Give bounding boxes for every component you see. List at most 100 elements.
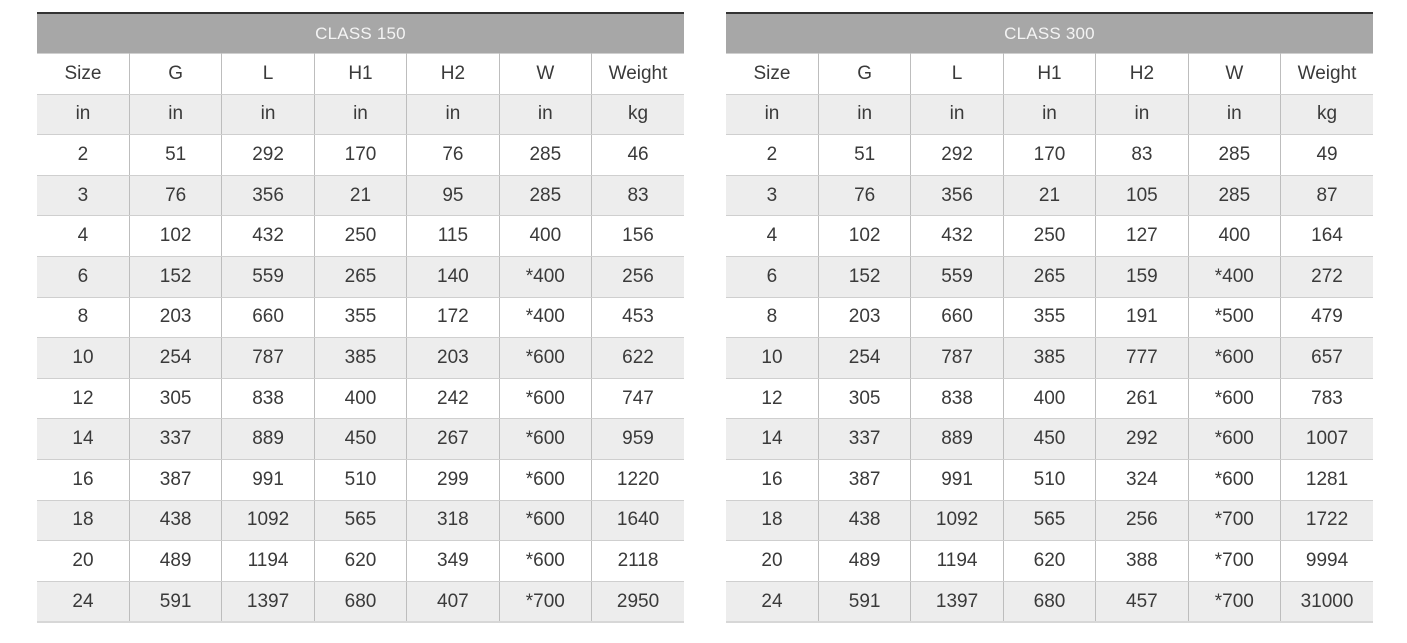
table-cell: 355	[1003, 297, 1097, 339]
table-cell: 285	[499, 134, 593, 176]
table-cell: 191	[1095, 297, 1189, 339]
table-cell: 324	[1095, 459, 1189, 501]
table-cell: 76	[406, 134, 500, 176]
table-row: 8 203 660 355 191 *500 479	[726, 297, 1373, 339]
table-row: 3 76 356 21 105 285 87	[726, 175, 1373, 217]
table-cell: 51	[818, 134, 912, 176]
column-header-row: Size G L H1 H2 W Weight	[37, 53, 684, 95]
table-title: CLASS 150	[37, 13, 684, 54]
table-cell: 250	[1003, 215, 1097, 257]
table-cell: 400	[1003, 378, 1097, 420]
table-cell: 46	[591, 134, 684, 176]
table-cell: 591	[129, 581, 223, 624]
table-cell: 256	[1095, 500, 1189, 542]
table-cell: 489	[129, 540, 223, 582]
unit-row: in in in in in in kg	[37, 94, 684, 136]
table-cell: in	[1188, 94, 1282, 136]
table-cell: in	[1095, 94, 1189, 136]
table-cell: in	[406, 94, 500, 136]
table-cell: 1220	[591, 459, 684, 501]
table-cell: 12	[37, 378, 130, 420]
dimensions-table-class-150: CLASS 150 Size G L H1 H2 W Weight in in in in in in k…	[37, 12, 684, 624]
table-cell: 250	[314, 215, 408, 257]
table-cell: 337	[129, 418, 223, 460]
table-cell: *600	[499, 500, 593, 542]
table-cell: 479	[1280, 297, 1373, 339]
table-cell: 10	[726, 337, 819, 379]
table-cell: 1194	[221, 540, 315, 582]
table-cell: *600	[499, 378, 593, 420]
table-row: 2 51 292 170 83 285 49	[726, 134, 1373, 176]
table-cell: 387	[129, 459, 223, 501]
table-row: 6 152 559 265 159 *400 272	[726, 256, 1373, 298]
table-cell: 76	[129, 175, 223, 217]
table-cell: in	[314, 94, 408, 136]
table-cell: Size	[726, 53, 819, 95]
table-cell: 620	[1003, 540, 1097, 582]
table-cell: 660	[910, 297, 1004, 339]
table-cell: 31000	[1280, 581, 1373, 624]
table-cell: 203	[129, 297, 223, 339]
table-cell: 838	[221, 378, 315, 420]
table-cell: 385	[1003, 337, 1097, 379]
table-cell: 83	[1095, 134, 1189, 176]
table-cell: 450	[314, 418, 408, 460]
table-cell: 172	[406, 297, 500, 339]
table-cell: L	[910, 53, 1004, 95]
table-cell: 115	[406, 215, 500, 257]
table-cell: 6	[37, 256, 130, 298]
table-cell: 559	[221, 256, 315, 298]
table-cell: 203	[406, 337, 500, 379]
table-cell: 21	[1003, 175, 1097, 217]
table-row: 24 591 1397 680 457 *700 31000	[726, 581, 1373, 624]
table-cell: 620	[314, 540, 408, 582]
table-cell: 76	[818, 175, 912, 217]
table-cell: 8	[37, 297, 130, 339]
table-cell: 156	[591, 215, 684, 257]
table-cell: 1092	[910, 500, 1004, 542]
table-cell: 20	[37, 540, 130, 582]
table-cell: *600	[499, 337, 593, 379]
table-cell: 3	[726, 175, 819, 217]
table-cell: 267	[406, 418, 500, 460]
table-row: 18 438 1092 565 318 *600 1640	[37, 500, 684, 542]
table-cell: 2118	[591, 540, 684, 582]
table-cell: 170	[314, 134, 408, 176]
table-cell: 272	[1280, 256, 1373, 298]
table-cell: 959	[591, 418, 684, 460]
table-cell: 203	[818, 297, 912, 339]
table-cell: 747	[591, 378, 684, 420]
table-cell: 565	[314, 500, 408, 542]
table-cell: 355	[314, 297, 408, 339]
table-cell: 2950	[591, 581, 684, 624]
table-cell: *700	[1188, 500, 1282, 542]
table-cell: 14	[726, 418, 819, 460]
table-cell: 991	[221, 459, 315, 501]
table-row: 16 387 991 510 299 *600 1220	[37, 459, 684, 501]
table-row: 16 387 991 510 324 *600 1281	[726, 459, 1373, 501]
table-cell: 265	[314, 256, 408, 298]
table-cell: in	[37, 94, 130, 136]
table-cell: 1092	[221, 500, 315, 542]
table-row: 12 305 838 400 261 *600 783	[726, 378, 1373, 420]
column-header-row: Size G L H1 H2 W Weight	[726, 53, 1373, 95]
table-cell: 318	[406, 500, 500, 542]
table-cell: 787	[221, 337, 315, 379]
table-title: CLASS 300	[726, 13, 1373, 54]
table-cell: 489	[818, 540, 912, 582]
table-cell: 254	[129, 337, 223, 379]
table-cell: *600	[1188, 337, 1282, 379]
table-cell: *400	[499, 297, 593, 339]
dimensions-table-class-300: CLASS 300 Size G L H1 H2 W Weight in in in in in in k…	[726, 12, 1373, 624]
table-cell: W	[499, 53, 593, 95]
table-cell: 105	[1095, 175, 1189, 217]
table-cell: 285	[1188, 134, 1282, 176]
table-cell: 87	[1280, 175, 1373, 217]
table-cell: 838	[910, 378, 1004, 420]
table-cell: 787	[910, 337, 1004, 379]
table-cell: 102	[129, 215, 223, 257]
table-row: 10 254 787 385 777 *600 657	[726, 337, 1373, 379]
table-cell: 292	[910, 134, 1004, 176]
table-cell: 622	[591, 337, 684, 379]
table-cell: 783	[1280, 378, 1373, 420]
